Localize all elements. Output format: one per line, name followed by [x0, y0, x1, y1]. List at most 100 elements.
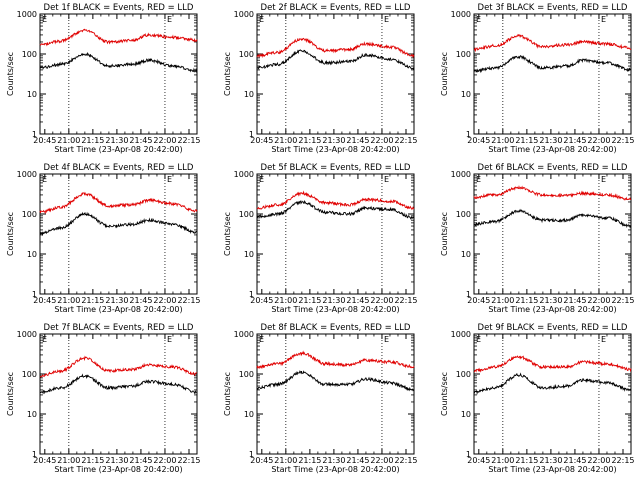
y-axis-label: Counts/sec [440, 212, 449, 256]
x-tick-label: 20:45 [250, 136, 273, 145]
y-tick-label: 10 [461, 250, 471, 259]
x-tick-label: 21:45 [346, 456, 369, 465]
x-tick-label: 22:00 [370, 136, 393, 145]
x-tick-label: 20:45 [33, 456, 56, 465]
x-tick-label: 21:00 [491, 296, 514, 305]
event-marker-right: E [601, 15, 606, 24]
y-tick-label: 1000 [17, 170, 37, 179]
y-tick-label: 1 [249, 130, 254, 139]
lld-series-line [256, 37, 415, 59]
y-tick-label: 10 [27, 250, 37, 259]
x-tick-label: 20:45 [467, 136, 490, 145]
event-marker-right: E [384, 15, 389, 24]
panel-det-2: Det 2f BLACK = Events, RED = LLD 1 10 100 10… [223, 3, 418, 154]
events-series-line [256, 200, 415, 221]
y-tick-label: 1 [32, 450, 37, 459]
x-tick-label: 21:30 [539, 296, 562, 305]
lld-series-line [39, 28, 198, 47]
y-axis-label: Counts/sec [6, 212, 15, 256]
y-tick-label: 1 [249, 290, 254, 299]
x-tick-label: 21:30 [105, 296, 128, 305]
plot-frame [39, 333, 198, 455]
x-tick-label: 21:30 [539, 136, 562, 145]
y-tick-label: 1000 [234, 170, 254, 179]
lld-series-line [473, 185, 631, 201]
panel-title: Det 9f BLACK = Events, RED = LLD [478, 323, 628, 333]
y-tick-label: 1000 [451, 170, 471, 179]
y-tick-label: 1000 [17, 10, 37, 19]
lld-series-line [473, 355, 632, 373]
x-tick-label: 21:15 [298, 296, 321, 305]
x-tick-label: 21:00 [274, 136, 297, 145]
x-tick-label: 21:45 [129, 456, 152, 465]
y-tick-label: 10 [461, 90, 471, 99]
x-tick-label: 21:15 [81, 456, 104, 465]
events-series-line [39, 52, 198, 73]
events-series-line [256, 49, 415, 71]
x-tick-label: 21:00 [274, 296, 297, 305]
y-tick-label: 100 [456, 370, 471, 379]
y-tick-label: 1 [466, 290, 471, 299]
y-tick-label: 1000 [451, 330, 471, 339]
x-tick-label: 22:00 [370, 456, 393, 465]
events-series-line [473, 372, 631, 395]
x-tick-label: 21:30 [105, 136, 128, 145]
event-marker-right: E [167, 175, 172, 184]
x-tick-label: 21:00 [491, 456, 514, 465]
x-axis-label: Start Time (23-Apr-08 20:42:00) [54, 465, 182, 474]
plot-frame [39, 13, 198, 135]
panel-title: Det 8f BLACK = Events, RED = LLD [261, 323, 411, 333]
x-axis-label: Start Time (23-Apr-08 20:42:00) [271, 465, 399, 474]
x-tick-label: 21:45 [563, 136, 586, 145]
panel-title: Det 4f BLACK = Events, RED = LLD [44, 163, 194, 173]
events-series-line [39, 211, 198, 237]
event-marker-left: E [42, 335, 47, 344]
y-tick-label: 1000 [17, 330, 37, 339]
event-marker-left: E [259, 175, 264, 184]
x-tick-label: 21:00 [491, 136, 514, 145]
y-axis-label: Counts/sec [223, 52, 232, 96]
x-tick-label: 22:15 [394, 136, 417, 145]
plot-frame [256, 333, 415, 455]
panel-title: Det 5f BLACK = Events, RED = LLD [261, 163, 411, 173]
y-tick-label: 1000 [234, 10, 254, 19]
x-tick-label: 21:00 [274, 456, 297, 465]
lld-series-line [256, 190, 415, 211]
x-tick-label: 20:45 [250, 456, 273, 465]
y-tick-label: 1 [466, 450, 471, 459]
y-tick-label: 10 [244, 250, 254, 259]
x-tick-label: 22:15 [611, 456, 634, 465]
x-tick-label: 20:45 [33, 136, 56, 145]
y-tick-label: 10 [27, 410, 37, 419]
y-tick-label: 1 [466, 130, 471, 139]
y-tick-label: 1 [32, 290, 37, 299]
event-marker-left: E [259, 335, 264, 344]
x-tick-label: 21:30 [322, 136, 345, 145]
x-tick-label: 22:00 [587, 296, 610, 305]
event-marker-right: E [167, 335, 172, 344]
panel-det-6: Det 6f BLACK = Events, RED = LLD 1 10 100 10… [440, 163, 635, 314]
panel-title: Det 3f BLACK = Events, RED = LLD [478, 3, 628, 13]
y-tick-label: 10 [461, 410, 471, 419]
x-axis-label: Start Time (23-Apr-08 20:42:00) [488, 305, 616, 314]
event-marker-left: E [476, 175, 481, 184]
panel-det-4: Det 4f BLACK = Events, RED = LLD 1 10 100 10… [6, 163, 201, 314]
x-tick-label: 20:45 [467, 296, 490, 305]
lld-series-line [39, 355, 198, 378]
y-axis-label: Counts/sec [223, 212, 232, 256]
x-tick-label: 21:30 [322, 296, 345, 305]
y-tick-label: 100 [456, 210, 471, 219]
panel-title: Det 7f BLACK = Events, RED = LLD [44, 323, 194, 333]
event-marker-left: E [476, 15, 481, 24]
x-tick-label: 22:00 [153, 136, 176, 145]
panel-title: Det 1f BLACK = Events, RED = LLD [44, 3, 194, 13]
plot-frame [39, 173, 198, 295]
x-tick-label: 21:30 [539, 456, 562, 465]
panel-title: Det 2f BLACK = Events, RED = LLD [261, 3, 411, 13]
x-tick-label: 21:15 [298, 456, 321, 465]
event-marker-right: E [601, 175, 606, 184]
x-tick-label: 21:45 [346, 296, 369, 305]
x-tick-label: 21:15 [81, 296, 104, 305]
x-tick-label: 22:15 [394, 456, 417, 465]
y-tick-label: 1000 [234, 330, 254, 339]
